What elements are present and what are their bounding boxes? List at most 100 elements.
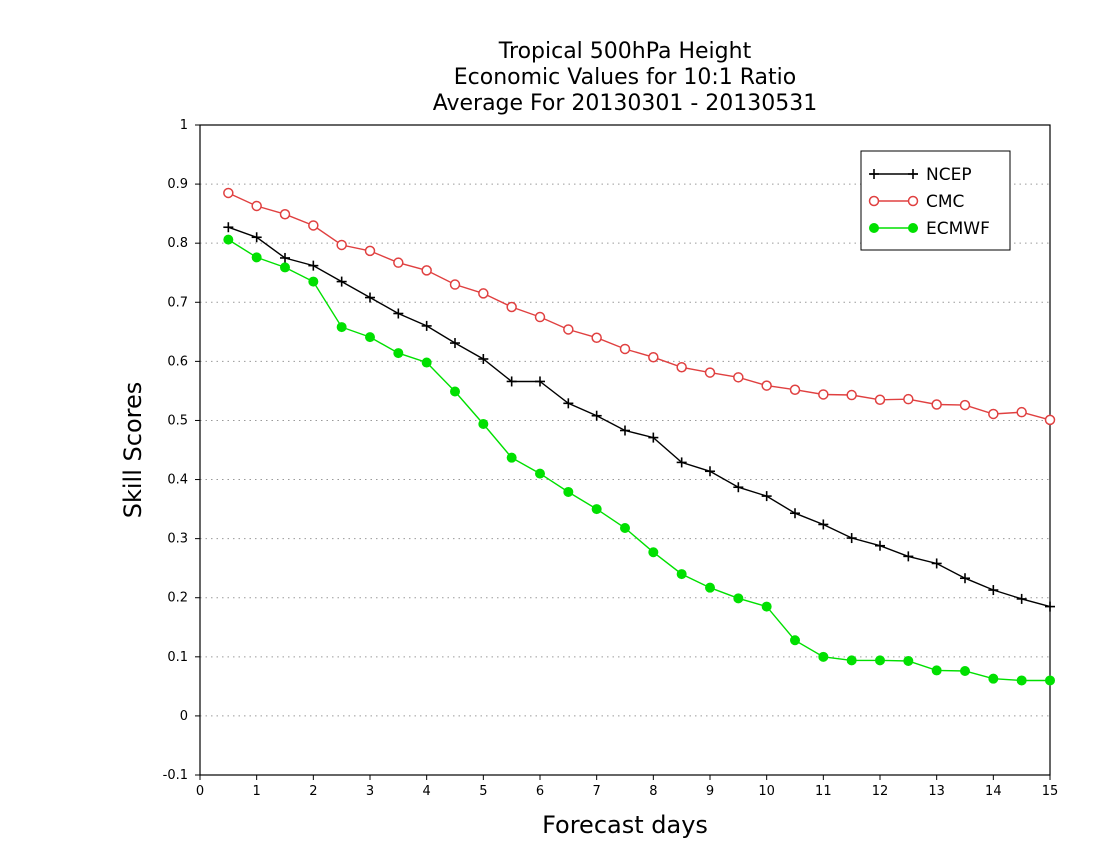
- data-point-cmc: [903, 393, 914, 405]
- data-point-cmc: [449, 279, 461, 290]
- x-tick-label: 8: [649, 784, 657, 799]
- grid: [200, 183, 1050, 717]
- data-point-cmc: [704, 367, 716, 378]
- x-tick-label: 1: [253, 784, 261, 799]
- legend-marker: [908, 223, 918, 233]
- legend-item-ncep: NCEP: [869, 165, 972, 185]
- data-point-cmc: [364, 245, 376, 257]
- data-point-ecmwf: [450, 386, 460, 397]
- data-point-cmc: [393, 257, 404, 268]
- data-point-cmc: [591, 332, 602, 343]
- x-tick-label: 3: [366, 784, 374, 799]
- data-point-ncep: [1016, 593, 1027, 604]
- data-point-ecmwf: [818, 651, 829, 662]
- data-point-ecmwf: [421, 357, 432, 368]
- chart-title-line-1: Tropical 500hPa Height: [498, 39, 752, 64]
- data-point-cmc: [761, 380, 772, 391]
- data-point-cmc: [874, 394, 886, 406]
- data-point-ecmwf: [478, 419, 489, 429]
- data-point-ecmwf: [620, 523, 630, 533]
- y-tick-label: 1: [180, 118, 188, 133]
- data-point-ncep: [960, 573, 970, 584]
- data-point-ncep: [478, 354, 489, 364]
- y-tick-label: -0.1: [163, 768, 188, 783]
- y-tick-label: 0.4: [167, 473, 188, 488]
- data-point-ecmwf: [931, 665, 942, 676]
- x-tick-label: 14: [985, 784, 1002, 799]
- data-point-ecmwf: [336, 322, 347, 333]
- series-ecmwf: [223, 234, 1055, 686]
- data-point-ncep: [251, 232, 262, 243]
- data-point-ecmwf: [903, 655, 914, 666]
- series-cmc: [223, 187, 1056, 426]
- legend-label-ncep: NCEP: [926, 165, 972, 185]
- data-point-ncep: [705, 466, 715, 477]
- data-point-cmc: [563, 324, 574, 335]
- series-layer: [223, 187, 1056, 686]
- data-point-ncep: [535, 376, 545, 387]
- series-line-ncep: [228, 226, 1051, 608]
- legend-marker: [907, 195, 919, 207]
- data-point-ecmwf: [563, 486, 574, 497]
- data-point-cmc: [506, 301, 517, 313]
- data-point-ncep: [733, 482, 744, 493]
- data-point-ncep: [648, 432, 659, 443]
- data-point-cmc: [279, 208, 291, 220]
- data-point-ncep: [393, 308, 404, 319]
- data-point-ecmwf: [251, 252, 262, 263]
- data-point-ncep: [336, 276, 347, 287]
- y-tick-label: 0.7: [167, 295, 188, 310]
- data-point-ecmwf: [846, 655, 857, 666]
- data-point-ecmwf: [648, 547, 659, 558]
- y-tick-label: 0.5: [167, 413, 188, 428]
- series-ncep: [223, 222, 1055, 612]
- data-point-ncep: [308, 260, 319, 271]
- data-point-ncep: [790, 508, 800, 519]
- data-point-ecmwf: [790, 635, 800, 646]
- x-tick-label: 13: [928, 784, 945, 799]
- data-point-ncep: [506, 376, 517, 387]
- data-point-cmc: [648, 351, 659, 363]
- data-point-ecmwf: [535, 468, 545, 479]
- x-axis-label: Forecast days: [542, 811, 708, 839]
- data-point-ncep: [988, 585, 999, 596]
- data-point-ncep: [846, 533, 857, 544]
- data-point-ncep: [280, 252, 290, 263]
- data-point-cmc: [251, 200, 262, 212]
- data-point-ncep: [903, 551, 914, 562]
- y-axis-label: Skill Scores: [119, 382, 147, 519]
- data-point-cmc: [1044, 414, 1056, 426]
- data-point-cmc: [846, 389, 857, 401]
- chart-title-line-3: Average For 20130301 - 20130531: [433, 91, 818, 116]
- legend-marker: [869, 223, 879, 233]
- data-point-ncep: [676, 457, 687, 468]
- data-point-cmc: [619, 343, 631, 355]
- data-point-cmc: [959, 399, 971, 411]
- x-tick-label: 9: [706, 784, 714, 799]
- data-point-cmc: [534, 311, 546, 323]
- data-point-ecmwf: [280, 262, 290, 273]
- data-point-cmc: [1016, 406, 1027, 418]
- y-tick-label: 0.9: [167, 177, 188, 192]
- legend: NCEP CMC ECMWF: [860, 150, 1011, 251]
- data-point-ncep: [421, 320, 432, 331]
- data-point-ecmwf: [506, 452, 517, 463]
- x-tick-label: 7: [593, 784, 601, 799]
- x-tick-label: 0: [196, 784, 204, 799]
- series-line-ecmwf: [227, 239, 1050, 682]
- data-point-cmc: [733, 372, 744, 383]
- data-point-cmc: [308, 220, 319, 231]
- legend-marker: [869, 169, 879, 179]
- data-point-ecmwf: [308, 276, 319, 287]
- data-point-ncep: [563, 398, 574, 409]
- axis-ticks: -0.100.10.20.30.40.50.60.70.80.910 1 2 3 4 5 6…: [163, 118, 1059, 799]
- y-tick-label: 0.1: [167, 650, 188, 665]
- chart-title-line-2: Economic Values for 10:1 Ratio: [454, 65, 796, 90]
- data-point-cmc: [421, 265, 432, 276]
- data-point-ecmwf: [591, 504, 602, 515]
- data-point-ecmwf: [393, 348, 404, 359]
- y-tick-label: 0: [180, 709, 188, 724]
- data-point-cmc: [988, 408, 999, 420]
- data-point-ncep: [450, 338, 460, 349]
